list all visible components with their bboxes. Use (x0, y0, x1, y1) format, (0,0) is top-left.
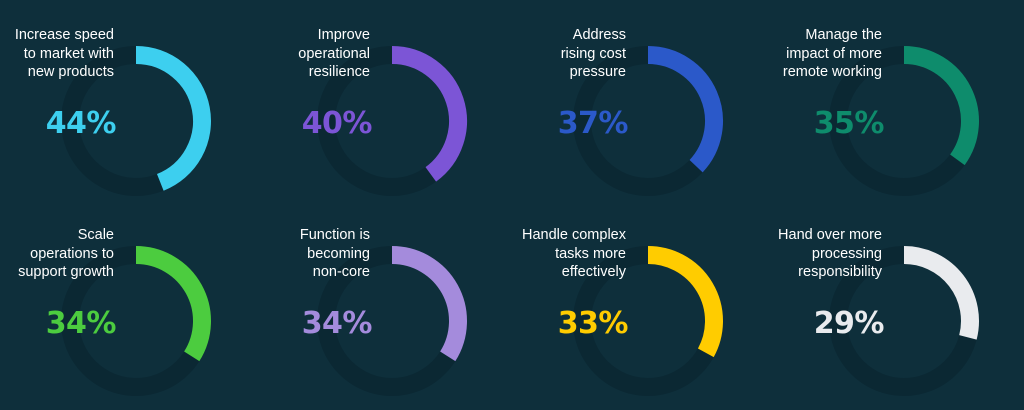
donut-cell: Manage the impact of more remote working… (768, 0, 1024, 203)
donut-value-arc (135, 46, 211, 191)
donut-percent-label: 33% (557, 306, 629, 341)
donut-category-label: Increase speed to market with new produc… (14, 27, 114, 80)
donut-cell: Function is becoming non-core 34% (256, 200, 512, 403)
donut-category-label: Handle complex tasks more effectively (522, 227, 626, 280)
donut-cell: Handle complex tasks more effectively 33% (512, 200, 768, 403)
donut-svg (829, 46, 979, 196)
donut-cell: Hand over more processing responsibility… (768, 200, 1024, 403)
donut-percent-label: 37% (557, 106, 629, 141)
donut-svg (61, 46, 211, 196)
donut-value-arc (391, 246, 467, 362)
donut-svg (573, 246, 723, 396)
donut-percent-label: 29% (813, 306, 885, 341)
donut-category-label: Improve operational resilience (298, 27, 370, 80)
donut-category-label: Function is becoming non-core (299, 227, 370, 280)
donut-cell: Scale operations to support growth 34% (0, 200, 256, 403)
donut-value-arc (903, 246, 979, 340)
donut-svg (317, 46, 467, 196)
donut-category-label: Manage the impact of more remote working (782, 27, 882, 80)
donut-value-arc (903, 46, 979, 166)
donut-value-arc (135, 246, 211, 362)
donut-value-arc (647, 46, 723, 173)
donut-svg (317, 246, 467, 396)
donut-cell: Improve operational resilience 40% (256, 0, 512, 203)
donut-percent-label: 44% (45, 106, 117, 141)
donut-percent-label: 35% (813, 106, 885, 141)
donut-percent-label: 34% (45, 306, 117, 341)
donut-percent-label: 40% (301, 106, 373, 141)
donut-cell: Increase speed to market with new produc… (0, 0, 256, 203)
donut-value-arc (647, 246, 723, 358)
donut-category-label: Scale operations to support growth (18, 227, 114, 280)
donut-svg (61, 246, 211, 396)
donut-svg (573, 46, 723, 196)
donut-category-label: Hand over more processing responsibility (778, 227, 882, 280)
donut-category-label: Address rising cost pressure (560, 27, 626, 80)
donut-percent-label: 34% (301, 306, 373, 341)
donut-cell: Address rising cost pressure 37% (512, 0, 768, 203)
donut-svg (829, 246, 979, 396)
donut-value-arc (391, 46, 467, 182)
